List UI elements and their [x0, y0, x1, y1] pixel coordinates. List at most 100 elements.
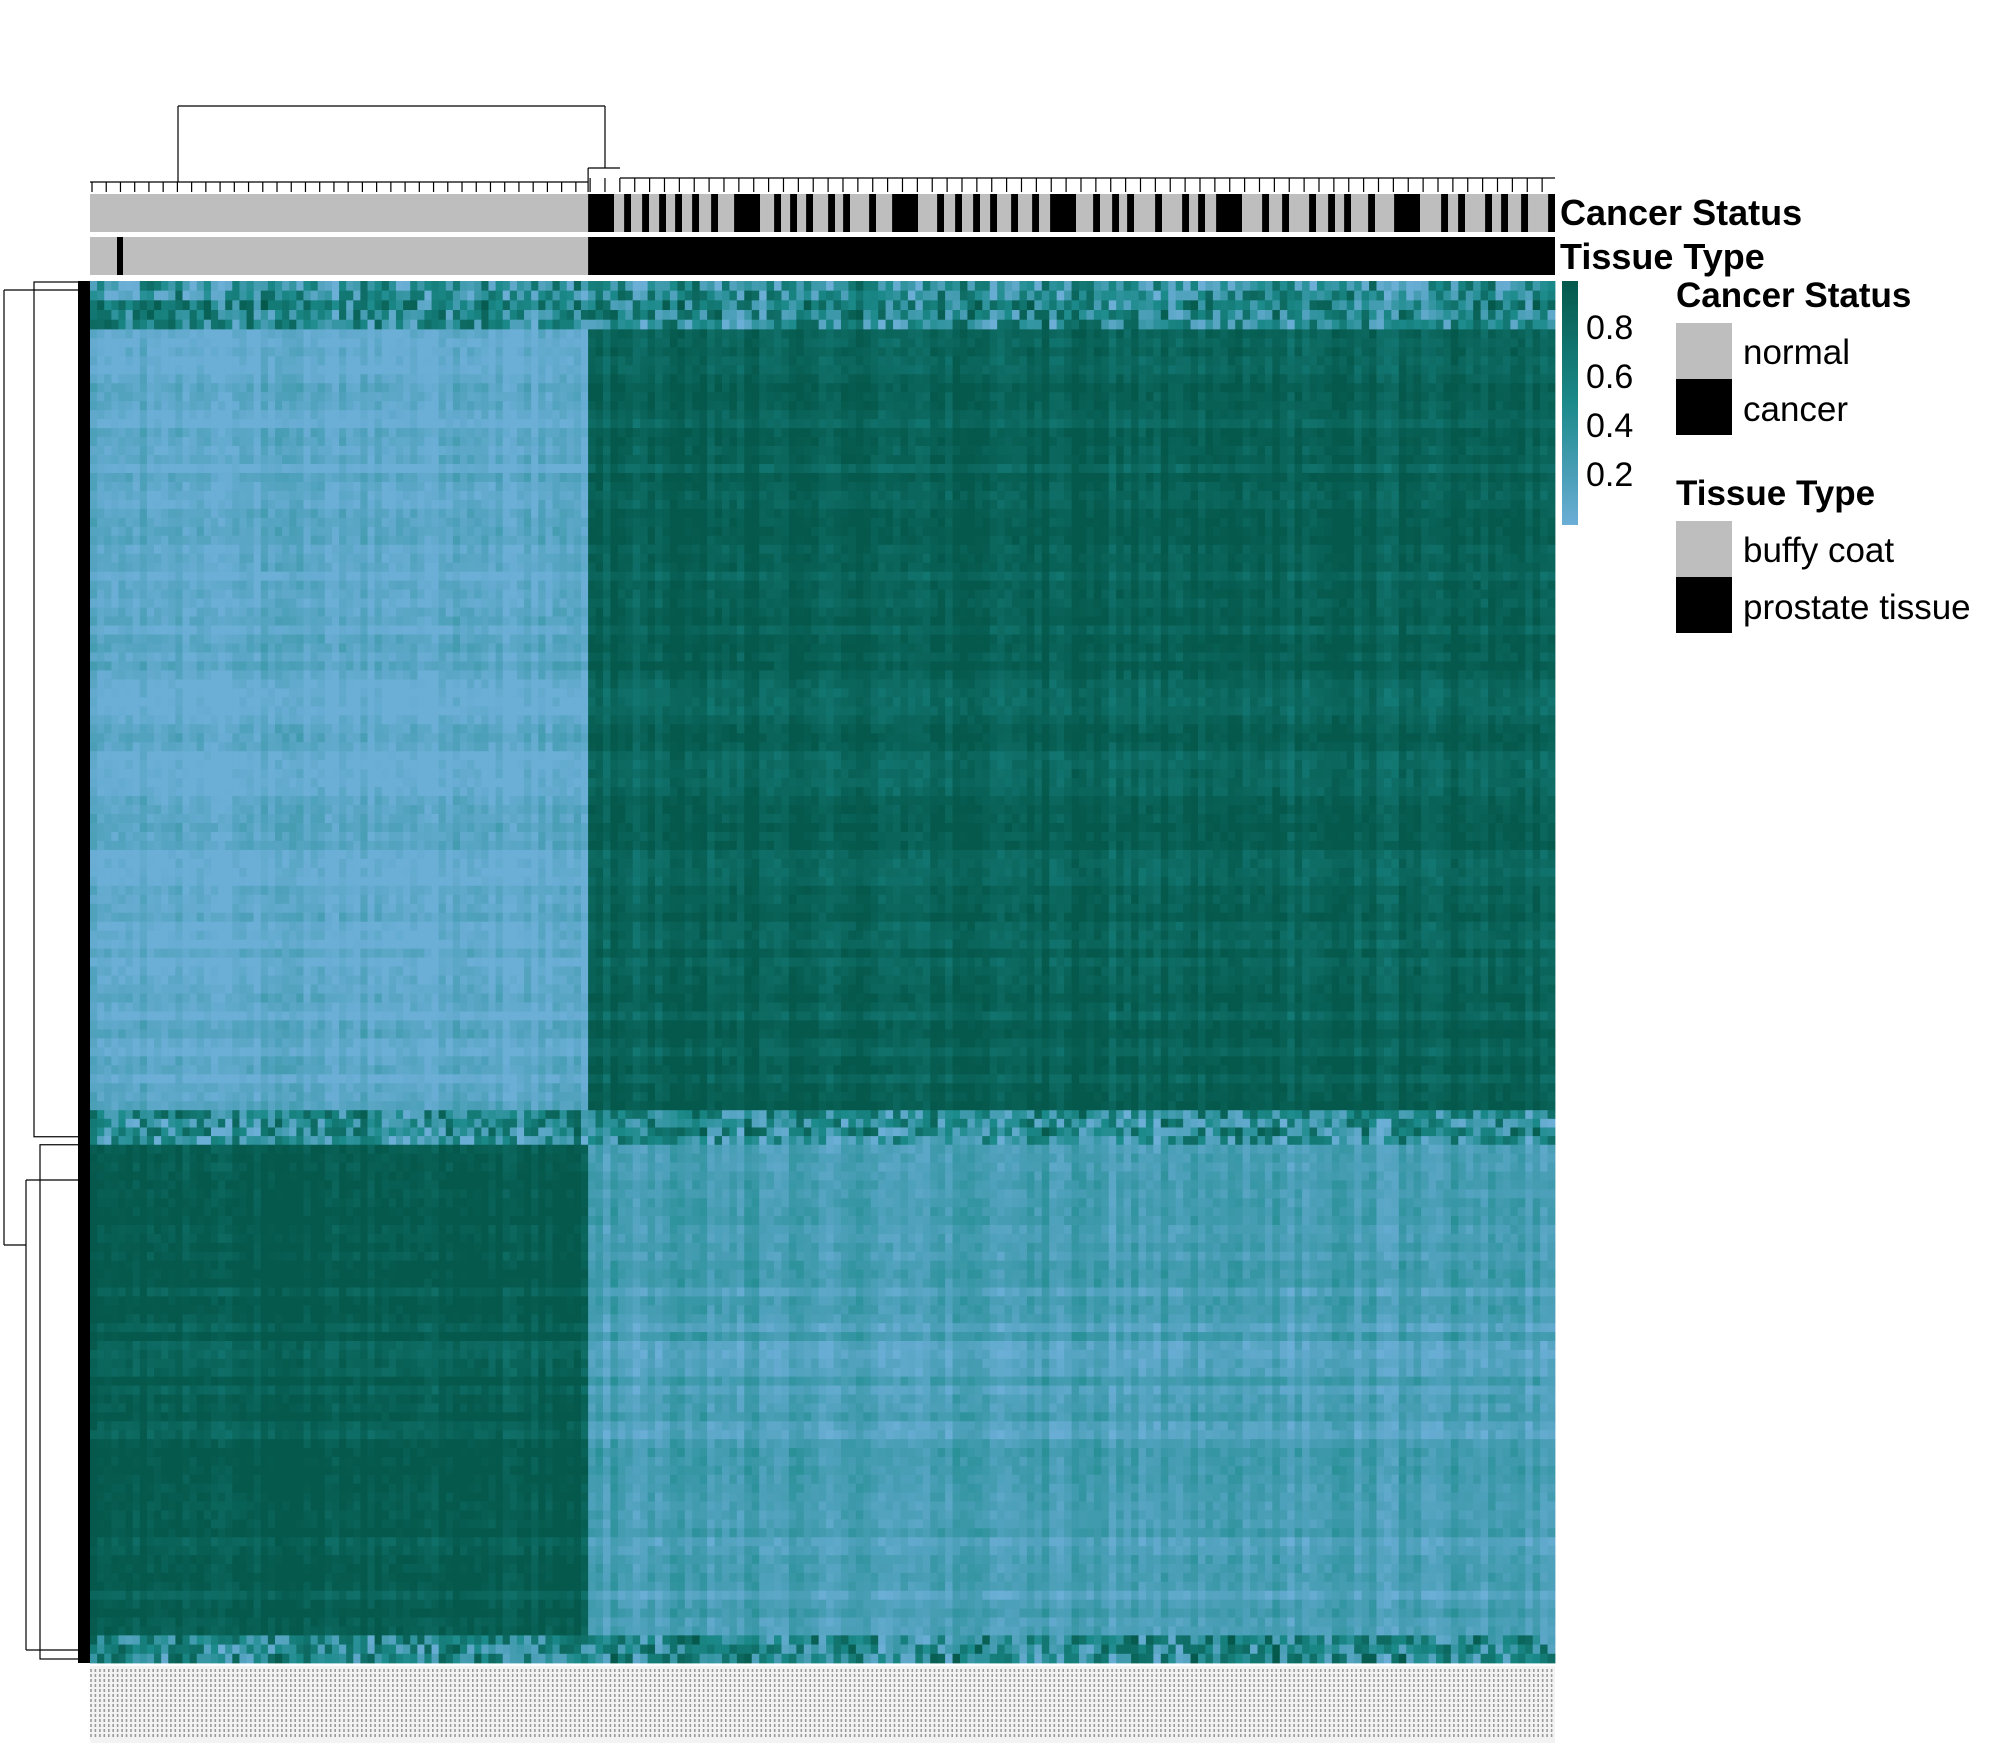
heatmap-cell [531, 338, 539, 348]
heatmap-cell [104, 281, 112, 292]
heatmap-cell [552, 437, 561, 447]
heatmap-cell [360, 329, 368, 339]
heatmap-cell [1108, 329, 1117, 339]
heatmap-cell [374, 356, 383, 366]
heatmap-cell [1339, 419, 1348, 429]
heatmap-cell [381, 319, 390, 330]
heatmap-cell [210, 374, 219, 384]
heatmap-cell [452, 481, 461, 492]
heatmap-cell [1383, 319, 1392, 330]
heatmap-cell [1540, 428, 1548, 438]
heatmap-cell [1495, 401, 1504, 411]
heatmap-cell [225, 374, 233, 384]
heatmap-cell [452, 338, 461, 348]
heatmap-cell [1502, 290, 1511, 301]
heatmap-cell [559, 472, 568, 483]
heatmap-cell [260, 300, 269, 311]
heatmap-cell [1517, 338, 1526, 348]
heatmap-cell [1465, 392, 1474, 402]
heatmap-cell [1532, 455, 1541, 465]
heatmap-cell [1242, 446, 1251, 456]
heatmap-cell [374, 365, 383, 375]
heatmap-cell [1361, 464, 1370, 474]
heatmap-cell [677, 347, 686, 357]
heatmap-cell [1078, 481, 1087, 492]
heatmap-cell [721, 472, 730, 483]
heatmap-cell [1398, 290, 1407, 301]
heatmap-cell [339, 347, 347, 357]
heatmap-cell [132, 455, 141, 465]
heatmap-cell [885, 464, 894, 474]
heatmap-cell [566, 383, 575, 393]
heatmap-cell [1398, 401, 1407, 411]
heatmap-cell [246, 290, 255, 301]
heatmap-cell [104, 310, 112, 321]
heatmap-cell [118, 481, 126, 492]
heatmap-cell [1197, 464, 1206, 474]
heatmap-cell [952, 383, 961, 393]
heatmap-cell [952, 392, 961, 402]
heatmap-cell [1212, 428, 1221, 438]
heatmap-cell [1294, 338, 1303, 348]
heatmap-cell [182, 383, 191, 393]
heatmap-cell [744, 290, 753, 301]
cancer-status-cell-normal [90, 194, 589, 232]
heatmap-cell [662, 374, 671, 384]
heatmap-cell [104, 419, 112, 429]
heatmap-cell [111, 281, 119, 292]
heatmap-cell [826, 401, 834, 411]
heatmap-cell [1093, 481, 1102, 492]
heatmap-cell [1078, 329, 1087, 339]
heatmap-cell [324, 401, 333, 411]
heatmap-cell [878, 410, 887, 420]
heatmap-cell [275, 428, 283, 438]
heatmap-cell [959, 428, 968, 438]
heatmap-cell [1116, 374, 1125, 384]
heatmap-cell [132, 310, 141, 321]
heatmap-cell [640, 464, 648, 474]
heatmap-cell [945, 281, 953, 292]
heatmap-cell [246, 392, 255, 402]
heatmap-cell [566, 446, 575, 456]
heatmap-cell [445, 446, 454, 456]
heatmap-cell [1488, 392, 1496, 402]
heatmap-cell [282, 329, 290, 339]
heatmap-cell [388, 290, 397, 301]
heatmap-cell [1205, 319, 1214, 330]
heatmap-cell [1108, 300, 1117, 311]
heatmap-cell [1421, 464, 1429, 474]
heatmap-cell [289, 401, 297, 411]
heatmap-cell [632, 410, 641, 420]
heatmap-cell [474, 356, 482, 366]
heatmap-cell [1242, 481, 1251, 492]
heatmap-cell [1525, 392, 1534, 402]
heatmap-cell [339, 310, 347, 321]
heatmap-cell [545, 455, 553, 465]
heatmap-cell [1086, 481, 1095, 492]
heatmap-cell [922, 401, 931, 411]
heatmap-cell [1346, 481, 1355, 492]
heatmap-cell [253, 383, 262, 393]
heatmap-cell [1220, 437, 1229, 447]
heatmap-cell [367, 490, 376, 501]
heatmap-cell [381, 300, 390, 311]
heatmap-cell [759, 347, 768, 357]
heatmap-cell [1547, 419, 1556, 429]
heatmap-cell [588, 446, 596, 456]
heatmap-cell [684, 455, 693, 465]
heatmap-cell [566, 437, 575, 447]
heatmap-cell [239, 281, 247, 292]
heatmap-cell [1398, 374, 1407, 384]
heatmap-cell [982, 437, 991, 447]
heatmap-cell [967, 347, 976, 357]
heatmap-cell [952, 472, 961, 483]
heatmap-cell [1532, 290, 1541, 301]
heatmap-cell [848, 338, 857, 348]
heatmap-cell [452, 464, 461, 474]
heatmap-cell [1525, 437, 1534, 447]
heatmap-cell [346, 464, 354, 474]
heatmap-cell [104, 437, 112, 447]
heatmap-cell [97, 481, 105, 492]
heatmap-cell [1041, 329, 1050, 339]
heatmap-cell [1145, 419, 1154, 429]
